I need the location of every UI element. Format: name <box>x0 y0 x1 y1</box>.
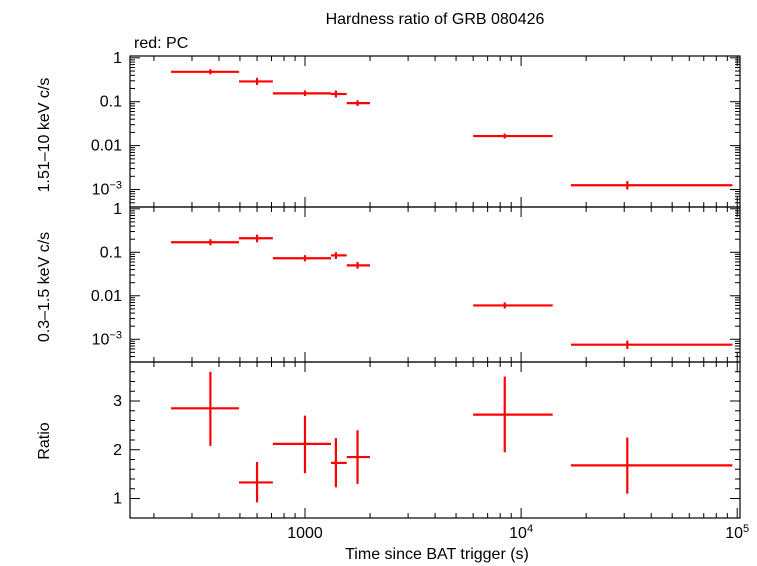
y-tick-label-hard: 0.1 <box>100 94 122 111</box>
y-tick-label-soft: 10−3 <box>92 329 122 348</box>
x-tick-label: 1000 <box>287 525 323 542</box>
y-axis-label-ratio: Ratio <box>36 422 53 459</box>
legend-note: red: PC <box>134 35 188 52</box>
y-tick-label-hard: 1 <box>113 50 122 67</box>
data-point-hard <box>346 100 371 106</box>
y-axis-label-hard: 1.51–10 keV c/s <box>36 78 53 193</box>
plot-layer: 1 0.1 0.01 10−3 1 0.1 0.01 10−3 1 2 3 1000 104 105 <box>91 50 749 542</box>
y-tick-label-soft: 0.01 <box>91 288 122 305</box>
data-point-soft <box>238 234 273 243</box>
data-point-ratio <box>331 438 347 488</box>
y-tick-label-soft: 0.1 <box>100 244 122 261</box>
data-point-hard <box>238 77 273 86</box>
y-axis-label-soft: 0.3–1.5 keV c/s <box>36 232 53 342</box>
data-point-soft <box>346 261 371 269</box>
y-tick-label-ratio: 1 <box>113 491 122 508</box>
x-tick-label: 104 <box>509 523 533 542</box>
data-point-hard <box>272 90 332 96</box>
data-point-soft <box>473 302 553 309</box>
y-tick-label-ratio: 3 <box>113 393 122 410</box>
panel-frame-ratio <box>129 361 741 519</box>
data-point-hard <box>570 181 733 190</box>
data-point-ratio <box>570 437 733 494</box>
data-point-soft <box>331 252 347 260</box>
chart-title: Hardness ratio of GRB 080426 <box>326 11 545 28</box>
data-point-ratio <box>346 430 371 484</box>
data-point-ratio <box>238 461 273 503</box>
x-tick-label: 105 <box>725 523 749 542</box>
data-point-soft <box>570 340 733 349</box>
data-point-hard <box>331 90 347 98</box>
data-point-hard <box>171 69 239 75</box>
data-point-ratio <box>171 371 239 446</box>
data-point-soft <box>171 239 239 246</box>
panel-frame-soft <box>129 206 741 363</box>
y-tick-label-hard: 10−3 <box>92 180 122 199</box>
x-axis-label: Time since BAT trigger (s) <box>345 546 529 563</box>
y-tick-label-soft: 1 <box>113 201 122 218</box>
data-point-ratio <box>272 415 332 474</box>
data-point-ratio <box>473 376 553 453</box>
y-tick-label-ratio: 2 <box>113 442 122 459</box>
y-tick-label-hard: 0.01 <box>91 138 122 155</box>
data-point-hard <box>473 133 553 139</box>
data-point-soft <box>272 255 332 262</box>
